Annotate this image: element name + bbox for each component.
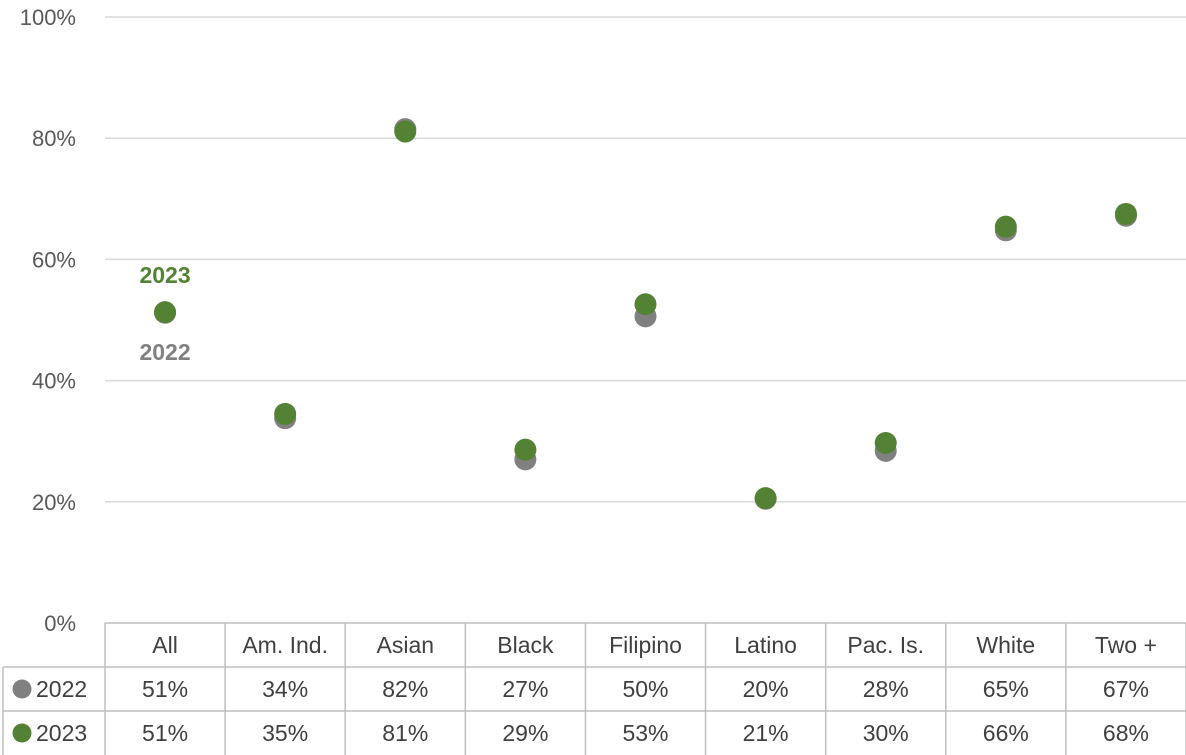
legend-label-2023: 2023 [36, 720, 87, 746]
y-tick-label: 20% [32, 490, 76, 515]
y-tick-label: 60% [32, 247, 76, 272]
category-label: Latino [734, 632, 797, 658]
table-cell: 27% [502, 676, 548, 702]
point-2023-black [514, 438, 537, 461]
table-cell: 68% [1103, 720, 1149, 746]
legend-marker-2022 [12, 679, 32, 699]
point-2023-latino [754, 487, 777, 510]
point-2023-asian [394, 120, 417, 143]
table-cell: 28% [863, 676, 909, 702]
table-cell: 29% [502, 720, 548, 746]
point-2023-am-ind [274, 402, 297, 425]
category-label: Black [497, 632, 554, 658]
y-tick-label: 80% [32, 126, 76, 151]
category-label: Filipino [609, 632, 682, 658]
table-cell: 21% [743, 720, 789, 746]
table-cell: 67% [1103, 676, 1149, 702]
point-2023-pac-is [874, 432, 897, 455]
category-label: White [976, 632, 1035, 658]
point-2023-white [994, 215, 1017, 238]
legend-label-2022: 2022 [36, 676, 87, 702]
point-2023-all [154, 301, 177, 324]
category-label: All [152, 632, 178, 658]
data-points [154, 118, 1137, 510]
table-cell: 53% [622, 720, 668, 746]
table-cell: 30% [863, 720, 909, 746]
table-cell: 82% [382, 676, 428, 702]
category-label: Pac. Is. [847, 632, 924, 658]
y-tick-label: 100% [20, 5, 76, 30]
point-2023-filipino [634, 293, 657, 316]
table-cell: 81% [382, 720, 428, 746]
point-2023-two [1114, 202, 1137, 225]
table-cell: 66% [983, 720, 1029, 746]
table-cell: 65% [983, 676, 1029, 702]
annotation-2023: 2023 [139, 262, 190, 288]
category-label: Asian [377, 632, 435, 658]
table-cell: 51% [142, 720, 188, 746]
table-cell: 51% [142, 676, 188, 702]
category-label: Two + [1095, 632, 1157, 658]
annotation-2022: 2022 [139, 339, 190, 365]
y-axis: 0% 20% 40% 60% 80% 100% [20, 5, 76, 636]
y-tick-label: 0% [44, 611, 76, 636]
category-label: Am. Ind. [242, 632, 328, 658]
table-cell: 34% [262, 676, 308, 702]
y-tick-label: 40% [32, 369, 76, 394]
table-cell: 50% [622, 676, 668, 702]
data-table: All Am. Ind. Asian Black Filipino Latino Pac. … [2, 622, 1186, 755]
table-cell: 35% [262, 720, 308, 746]
table-cell: 20% [743, 676, 789, 702]
gridlines [105, 16, 1186, 503]
legend-marker-2023 [12, 723, 32, 743]
